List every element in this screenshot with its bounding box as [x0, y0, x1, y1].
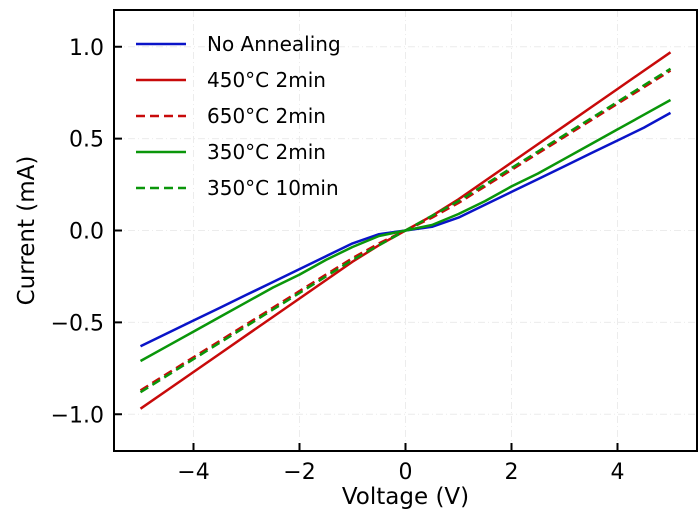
legend: No Annealing 450°C 2min 650°C 2min 350°C 2m…	[136, 32, 341, 200]
x-tick-label: 2	[505, 460, 519, 485]
legend-label: No Annealing	[207, 32, 341, 56]
y-tick-label: 0.0	[69, 220, 104, 245]
y-tick-label: 1.0	[69, 36, 104, 61]
x-axis-title: Voltage (V)	[342, 484, 469, 510]
y-axis-title: Current (mA)	[14, 156, 40, 306]
x-tick-label: −4	[177, 460, 209, 485]
legend-label: 450°C 2min	[207, 68, 326, 92]
x-tick-label: −2	[283, 460, 315, 485]
y-tick-label: 0.5	[69, 128, 104, 153]
legend-label: 650°C 2min	[207, 104, 326, 128]
legend-label: 350°C 10min	[207, 176, 339, 200]
series-lines	[139, 51, 672, 410]
series-line-5	[139, 67, 672, 394]
axis-ticks: −4 −2 0 2 4 −1.0 −0.5 0.0 0.5 1.0	[51, 36, 625, 485]
y-tick-label: −1.0	[51, 403, 104, 428]
x-tick-label: 4	[611, 460, 625, 485]
legend-label: 350°C 2min	[207, 140, 326, 164]
x-tick-label: 0	[399, 460, 413, 485]
y-tick-label: −0.5	[51, 311, 104, 336]
